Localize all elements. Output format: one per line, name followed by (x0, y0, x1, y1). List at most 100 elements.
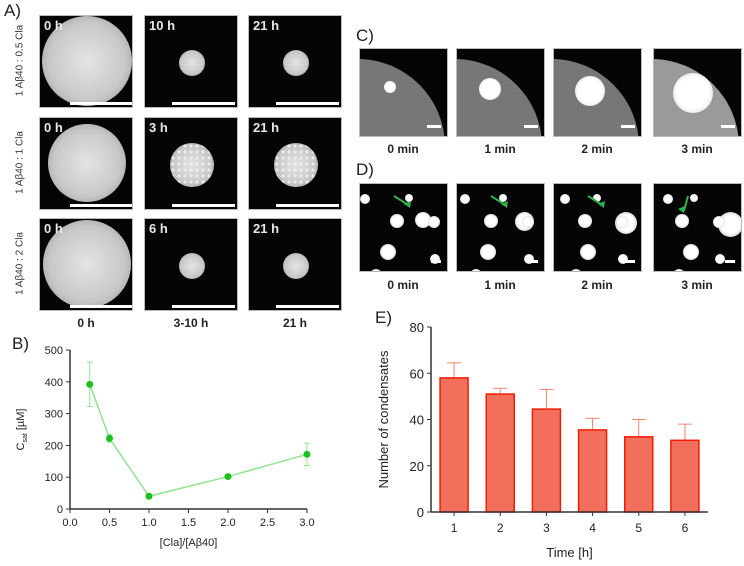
y-tick-label: 300 (45, 409, 63, 421)
scale-bar (524, 125, 538, 128)
y-tick-label: 100 (45, 472, 63, 484)
scale-bar (621, 125, 635, 128)
x-tick-label: 0.5 (102, 517, 117, 529)
condensate (390, 214, 404, 228)
droplet (283, 49, 309, 76)
time-label: 0 h (44, 18, 63, 33)
scale-bar (431, 260, 441, 263)
x-tick-label: 2.0 (220, 517, 235, 529)
condensate (460, 194, 470, 204)
scale-bar (721, 125, 735, 128)
droplet (43, 219, 131, 308)
y-tick-label: 20 (410, 459, 424, 474)
condensate (480, 244, 496, 260)
arrow-shaft (683, 195, 689, 212)
droplet (170, 142, 214, 187)
y-label-unit: [µM] (15, 409, 27, 434)
micrograph: 6 h (144, 218, 238, 311)
droplet (48, 123, 126, 202)
arrow-head (678, 206, 685, 213)
panel-c-label: C) (356, 26, 374, 45)
condensate (370, 269, 382, 271)
micrograph: 10 h (144, 15, 238, 108)
droplet (274, 142, 318, 187)
condensate (360, 194, 370, 204)
micrograph (359, 48, 448, 137)
condensate (578, 214, 592, 228)
x-tick-label: 2 (497, 521, 504, 535)
micrograph (456, 183, 545, 272)
time-label: 0 h (44, 120, 63, 135)
micrograph (553, 48, 642, 137)
y-tick-label: 60 (410, 366, 424, 381)
condensate (380, 244, 396, 260)
droplet (179, 49, 205, 76)
y-tick-label: 200 (45, 440, 63, 452)
condensate (484, 214, 498, 228)
scale-bar (276, 305, 339, 308)
scale-bar (276, 102, 339, 105)
micrograph: 21 h (248, 218, 342, 311)
micrograph (456, 48, 545, 137)
x-tick-label: 6 (682, 521, 689, 535)
x-tick-label: 3 (543, 521, 550, 535)
time-label: 21 h (253, 18, 280, 33)
x-tick-label: 1.5 (181, 517, 196, 529)
micrograph: 0 h (39, 15, 133, 108)
y-tick-label: 500 (45, 345, 63, 357)
arrow-icon (678, 195, 689, 213)
arrow-head (598, 201, 605, 208)
y-tick-label: 40 (410, 413, 424, 428)
condensate (428, 216, 440, 228)
condensate (675, 214, 689, 228)
scale-bar (625, 260, 635, 263)
row-label: 1 Aβ40 : 2 Cla (14, 232, 26, 296)
micrograph: 21 h (248, 15, 342, 108)
time-label: 3 min (681, 142, 713, 156)
y-tick-label: 0 (417, 505, 424, 520)
condensate (593, 194, 601, 202)
time-label: 21 h (253, 120, 280, 135)
scale-bar (172, 102, 235, 105)
scale-bar (172, 305, 235, 308)
panel-a-label: A) (4, 1, 21, 20)
condensate (683, 244, 699, 260)
y-tick-label: 80 (410, 320, 424, 335)
time-label: 0 min (387, 142, 419, 156)
time-label: 21 h (253, 221, 280, 236)
chart-b: 0 100 200 300 400 500 0.0 0.5 1.0 1.5 2.0 2.5 3.0 [Cl… (15, 345, 315, 549)
scale-bar (725, 260, 735, 263)
scale-bar (528, 260, 538, 263)
micrograph (359, 183, 448, 272)
y-label-main: C (15, 442, 27, 450)
time-label: 0 h (44, 221, 63, 236)
series-line (89, 384, 308, 498)
condensate (690, 194, 698, 202)
x-tick-label: 1.0 (141, 517, 156, 529)
condensate (470, 269, 482, 271)
data-point (86, 380, 94, 388)
x-axis-label: Time [h] (546, 545, 592, 560)
data-point (224, 473, 232, 481)
scale-bar (276, 204, 339, 207)
data-point (106, 434, 113, 442)
x-axis-label: [Cla]/[Aβ40] (160, 537, 218, 549)
condensate (618, 254, 628, 264)
time-label: 0 min (387, 278, 419, 292)
condensate (499, 194, 507, 202)
condensate (575, 76, 605, 106)
scale-bar (70, 102, 132, 105)
condensate (715, 254, 725, 264)
micrograph: 21 h (248, 117, 342, 210)
condensate (524, 254, 534, 264)
y-label-sub: sat (22, 433, 29, 442)
column-label: 0 h (77, 316, 95, 330)
bar (531, 408, 562, 513)
condensate (580, 244, 596, 260)
scale-bar (427, 125, 441, 128)
column-label: 3-10 h (173, 316, 209, 330)
bar (670, 439, 700, 513)
column-label: 21 h (282, 316, 307, 330)
arrow-icon (393, 195, 411, 208)
